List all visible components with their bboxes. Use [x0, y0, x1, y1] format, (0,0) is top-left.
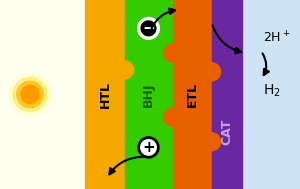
Ellipse shape	[13, 77, 47, 112]
Text: BHJ: BHJ	[142, 82, 155, 107]
Bar	[124, 0, 172, 189]
Text: CAT: CAT	[220, 119, 233, 146]
Ellipse shape	[164, 44, 181, 62]
Ellipse shape	[164, 108, 181, 126]
Ellipse shape	[202, 63, 220, 81]
Ellipse shape	[202, 133, 220, 151]
Text: −: −	[142, 21, 155, 36]
Bar	[172, 0, 212, 189]
Ellipse shape	[9, 74, 51, 115]
Ellipse shape	[139, 138, 158, 157]
Bar	[85, 0, 124, 189]
Bar	[212, 0, 242, 189]
Ellipse shape	[139, 19, 158, 38]
Text: H$_2$: H$_2$	[263, 83, 281, 99]
Text: +: +	[142, 140, 155, 155]
Ellipse shape	[116, 61, 134, 79]
Bar	[0, 0, 85, 189]
Bar	[242, 0, 300, 189]
Ellipse shape	[21, 85, 39, 104]
Text: HTL: HTL	[98, 81, 112, 108]
Ellipse shape	[17, 81, 43, 108]
Text: 2H$^+$: 2H$^+$	[263, 30, 291, 45]
Text: ETL: ETL	[185, 82, 199, 107]
